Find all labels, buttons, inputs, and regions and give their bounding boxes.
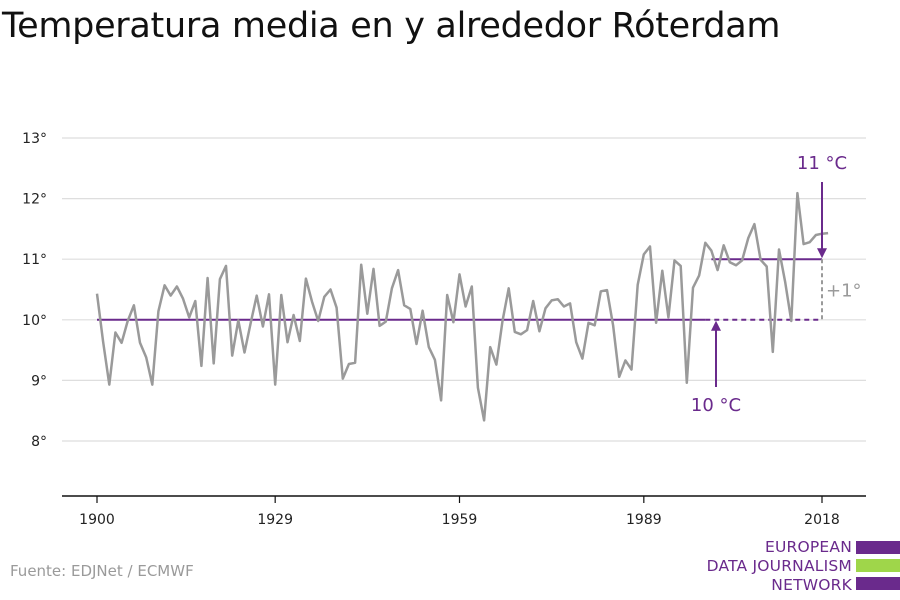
line-chart: +1° 10 °C 11 °C 8° 9° 10° 11° 12° 13° 1900 1929 19… — [22, 131, 866, 528]
source-note: Fuente: EDJNet / ECMWF — [10, 562, 194, 580]
x-tick-label-2018: 2018 — [804, 512, 840, 528]
logo-line-1: EUROPEAN — [764, 538, 852, 556]
x-tick-label-1989: 1989 — [626, 512, 662, 528]
temperature-series-line — [95, 191, 829, 422]
reference-label-11: 11 °C — [797, 153, 847, 174]
logo-line-3: NETWORK — [771, 576, 852, 594]
logo-bar-purple-bottom — [856, 577, 900, 590]
series-lines — [95, 191, 829, 422]
y-tick-label-13: 13° — [22, 131, 47, 147]
arrow-10-head — [711, 320, 721, 331]
y-tick-label-11: 11° — [22, 252, 47, 268]
logo-bar-green — [856, 559, 900, 572]
y-tick-label-9: 9° — [31, 373, 47, 389]
annotations: +1° 10 °C 11 °C — [691, 153, 862, 416]
reference-label-10: 10 °C — [691, 395, 741, 416]
x-tick-label-1959: 1959 — [442, 512, 478, 528]
y-tick-label-12: 12° — [22, 192, 47, 208]
x-tick-label-1900: 1900 — [79, 512, 115, 528]
chart-title: Temperatura media en y alrededor Róterda… — [2, 6, 781, 46]
logo-line-2: DATA JOURNALISM — [706, 557, 852, 575]
logo-bar-purple-top — [856, 541, 900, 554]
edjnet-logo: EUROPEAN DATA JOURNALISM NETWORK — [700, 533, 900, 600]
arrow-11-head — [817, 248, 827, 259]
grid-lines — [62, 137, 866, 442]
axes: 8° 9° 10° 11° 12° 13° 1900 1929 1959 1989 2018 — [22, 131, 866, 528]
x-tick-label-1929: 1929 — [257, 512, 293, 528]
y-tick-label-8: 8° — [31, 434, 47, 450]
y-tick-label-10: 10° — [22, 313, 47, 329]
difference-label: +1° — [826, 281, 862, 302]
